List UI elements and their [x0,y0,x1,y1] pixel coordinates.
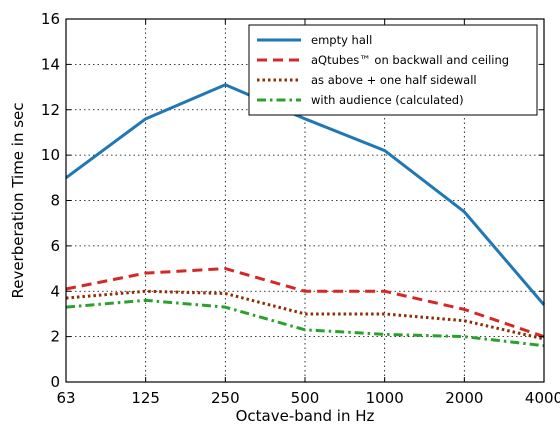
y-tick-label: 4 [50,282,60,300]
x-tick-label: 4000 [525,389,560,407]
y-tick-label: 14 [41,55,60,73]
x-tick-label: 2000 [445,389,483,407]
x-tick-label: 500 [291,389,320,407]
y-tick-label: 16 [41,10,60,28]
x-axis-label: Octave-band in Hz [236,407,375,425]
legend-label-3: as above + one half sidewall [311,73,477,87]
y-tick-label: 6 [50,237,60,255]
legend-label-2: aQtubes™ on backwall and ceiling [311,53,509,67]
x-tick-label: 63 [56,389,75,407]
series-line-1 [65,83,546,306]
y-tick-label: 10 [41,146,60,164]
series-lines [65,83,546,348]
y-tick-label: 0 [50,373,60,391]
y-tick-label: 8 [50,192,60,210]
x-tick-label: 125 [131,389,160,407]
series-line-4 [65,298,545,348]
legend-label-1: empty hall [311,33,372,47]
series-line-2 [65,267,545,339]
x-tick-label: 250 [211,389,240,407]
y-tick-label: 12 [41,101,60,119]
axis-ticks: 63 125 250 500 1000 2000 4000 0 2 4 6 8 10 12 14 16 [41,10,560,407]
series-line-3 [65,289,545,341]
y-axis-label: Reverberation Time in sec [9,102,27,298]
x-tick-label: 1000 [366,389,404,407]
legend: empty hall aQtubes™ on backwall and ceili… [248,24,538,116]
legend-label-4: with audience (calculated) [311,93,464,107]
y-tick-label: 2 [50,328,60,346]
